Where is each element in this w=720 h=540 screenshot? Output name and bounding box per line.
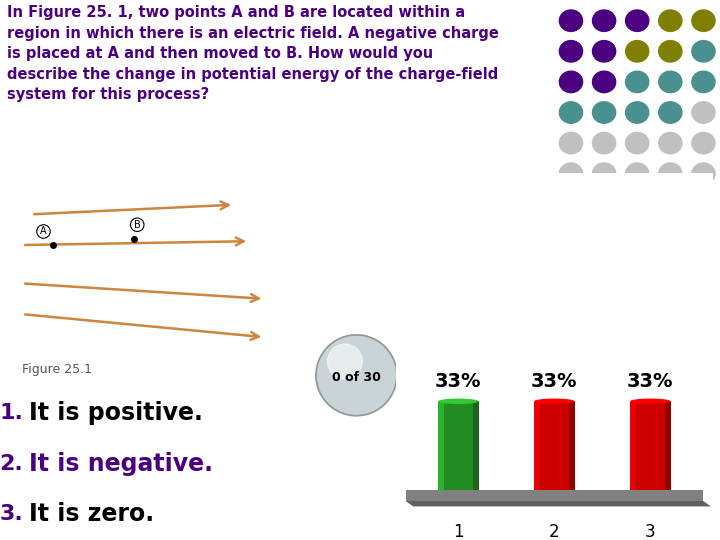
Text: B: B [134,220,140,229]
Text: 33%: 33% [531,372,577,390]
Ellipse shape [630,399,670,404]
Circle shape [316,335,397,416]
Circle shape [593,102,616,123]
Text: 2.: 2. [0,454,23,474]
Text: 0 of 30: 0 of 30 [332,371,381,384]
Bar [534,401,540,490]
Text: It is zero.: It is zero. [30,502,155,526]
Circle shape [593,163,616,184]
Circle shape [593,10,616,31]
Circle shape [626,40,649,62]
Bar [569,401,575,490]
Circle shape [559,132,582,154]
Circle shape [559,71,582,92]
Circle shape [692,10,715,31]
Circle shape [692,102,715,123]
Text: Figure 25.1: Figure 25.1 [22,363,92,376]
Circle shape [659,10,682,31]
Text: 33%: 33% [627,372,674,390]
Text: 1.: 1. [0,403,23,423]
Circle shape [659,132,682,154]
Text: 33%: 33% [435,372,482,390]
Ellipse shape [534,399,575,404]
Circle shape [559,163,582,184]
Bar [630,401,636,490]
Circle shape [659,71,682,92]
Circle shape [626,71,649,92]
Circle shape [626,102,649,123]
Bar [534,401,575,490]
Ellipse shape [438,399,479,404]
Circle shape [659,40,682,62]
Circle shape [692,132,715,154]
Bar [630,401,670,490]
Bar [438,401,444,490]
Circle shape [559,40,582,62]
Bar [665,401,670,490]
Circle shape [626,132,649,154]
Circle shape [692,163,715,184]
Text: 3.: 3. [0,504,23,524]
Circle shape [328,344,362,379]
Circle shape [659,163,682,184]
Circle shape [692,71,715,92]
Circle shape [593,40,616,62]
Text: It is negative.: It is negative. [30,451,213,476]
Bar [438,401,479,490]
Circle shape [559,10,582,31]
Bar [405,490,703,501]
Circle shape [692,40,715,62]
Circle shape [659,102,682,123]
Text: In Figure 25. 1, two points A and B are located within a
region in which there i: In Figure 25. 1, two points A and B are … [7,5,499,102]
Circle shape [559,102,582,123]
Circle shape [626,10,649,31]
Circle shape [593,132,616,154]
Circle shape [593,71,616,92]
Polygon shape [405,501,711,507]
Circle shape [626,163,649,184]
Text: It is positive.: It is positive. [30,401,203,426]
Text: A: A [40,226,47,237]
Bar [473,401,479,490]
